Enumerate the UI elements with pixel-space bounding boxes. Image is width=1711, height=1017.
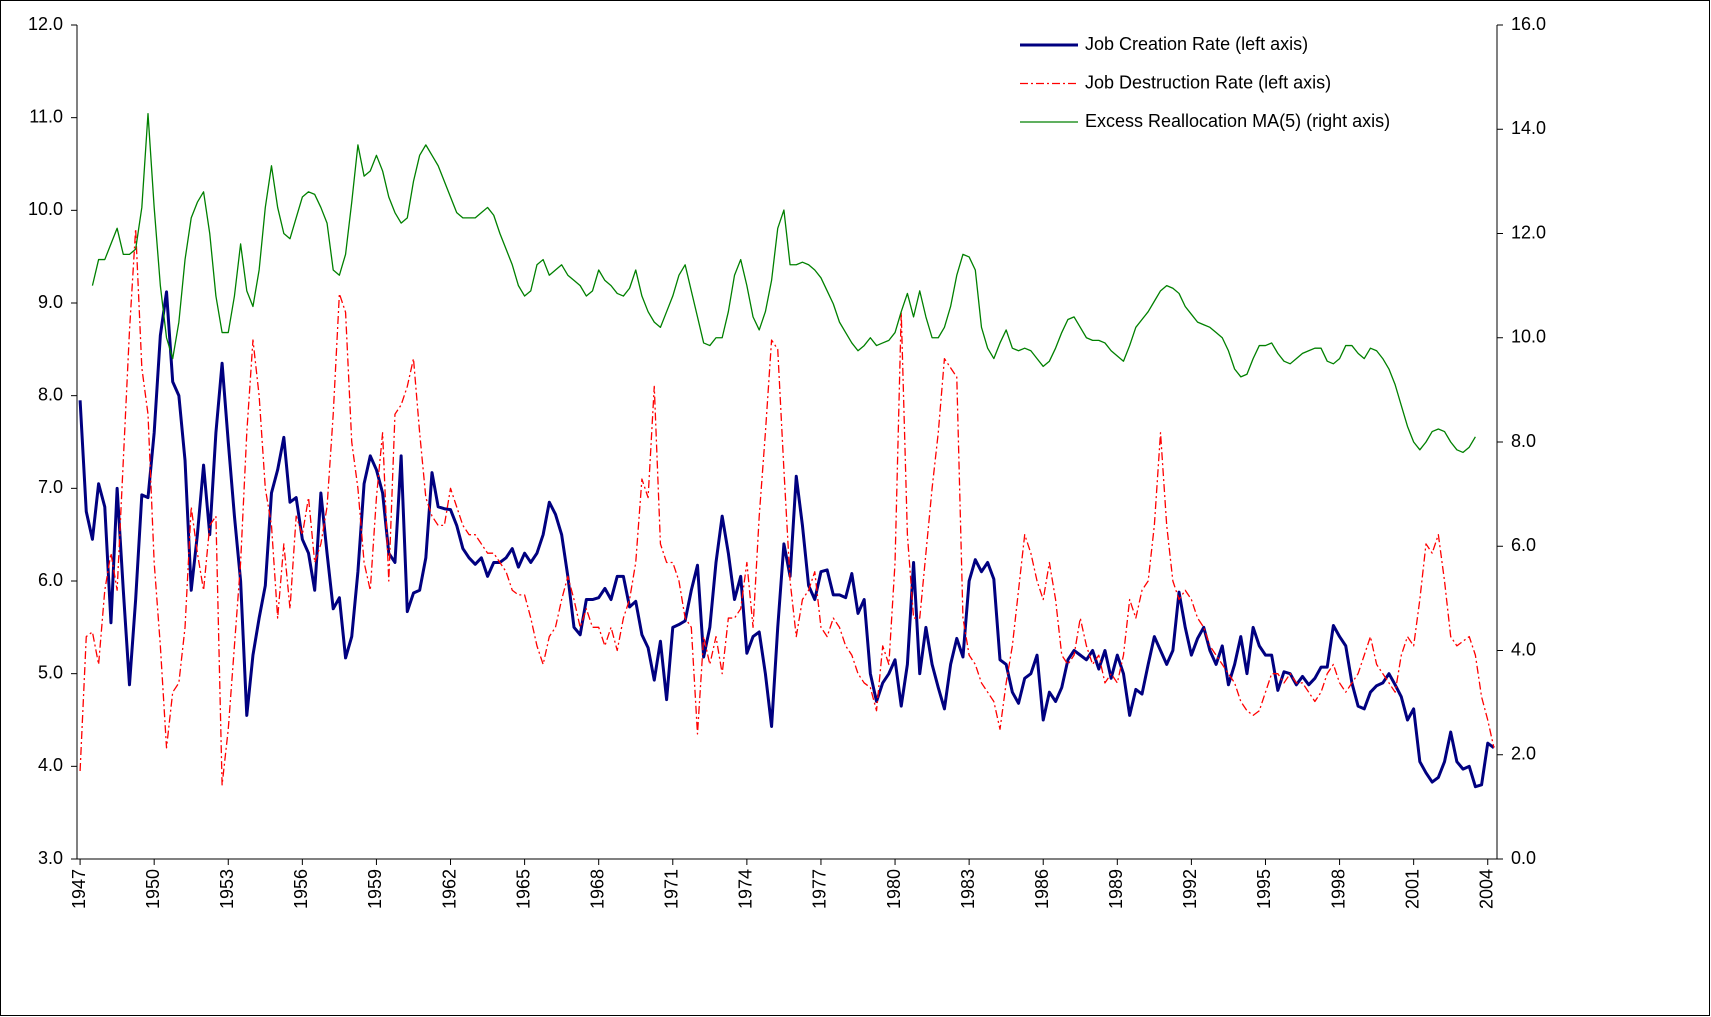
y2-tick-label: 8.0 <box>1511 431 1536 451</box>
x-tick-label: 2001 <box>1402 869 1422 909</box>
x-tick-label: 1953 <box>217 869 237 909</box>
y2-tick-label: 14.0 <box>1511 118 1546 138</box>
legend-label: Excess Reallocation MA(5) (right axis) <box>1085 111 1390 131</box>
x-tick-label: 1995 <box>1254 869 1274 909</box>
series-line <box>79 228 1495 786</box>
x-tick-label: 1971 <box>662 869 682 909</box>
y2-tick-label: 2.0 <box>1511 744 1536 764</box>
x-tick-label: 1968 <box>587 869 607 909</box>
x-tick-label: 1950 <box>143 869 163 909</box>
x-tick-label: 1986 <box>1032 869 1052 909</box>
y-tick-label: 4.0 <box>38 755 63 775</box>
y2-tick-label: 6.0 <box>1511 535 1536 555</box>
series-line <box>78 290 1495 789</box>
y-tick-label: 8.0 <box>38 384 63 404</box>
x-tick-label: 1989 <box>1106 869 1126 909</box>
y-tick-label: 10.0 <box>28 199 63 219</box>
legend-label: Job Creation Rate (left axis) <box>1085 34 1308 54</box>
legend-label: Job Destruction Rate (left axis) <box>1085 72 1331 92</box>
x-tick-label: 1956 <box>291 869 311 909</box>
x-tick-label: 2004 <box>1476 869 1496 909</box>
y2-tick-label: 0.0 <box>1511 848 1536 868</box>
y2-tick-label: 4.0 <box>1511 639 1536 659</box>
x-tick-label: 1959 <box>365 869 385 909</box>
y2-tick-label: 10.0 <box>1511 327 1546 347</box>
x-tick-label: 1977 <box>810 869 830 909</box>
x-tick-label: 1962 <box>439 869 459 909</box>
x-tick-label: 1947 <box>69 869 89 909</box>
y-tick-label: 11.0 <box>29 106 63 126</box>
x-tick-label: 1980 <box>884 869 904 909</box>
y2-tick-label: 12.0 <box>1511 222 1546 242</box>
x-tick-label: 1974 <box>736 869 756 909</box>
x-tick-label: 1983 <box>958 869 978 909</box>
y-tick-label: 3.0 <box>38 848 63 868</box>
series-line <box>91 112 1476 454</box>
x-tick-label: 1998 <box>1328 869 1348 909</box>
y-tick-label: 7.0 <box>38 477 63 497</box>
y-tick-label: 5.0 <box>38 662 63 682</box>
x-tick-label: 1965 <box>513 869 533 909</box>
y2-tick-label: 16.0 <box>1511 14 1546 34</box>
y-tick-label: 6.0 <box>38 570 63 590</box>
y-tick-label: 12.0 <box>28 14 63 34</box>
y-tick-label: 9.0 <box>38 292 63 312</box>
x-tick-label: 1992 <box>1180 869 1200 909</box>
